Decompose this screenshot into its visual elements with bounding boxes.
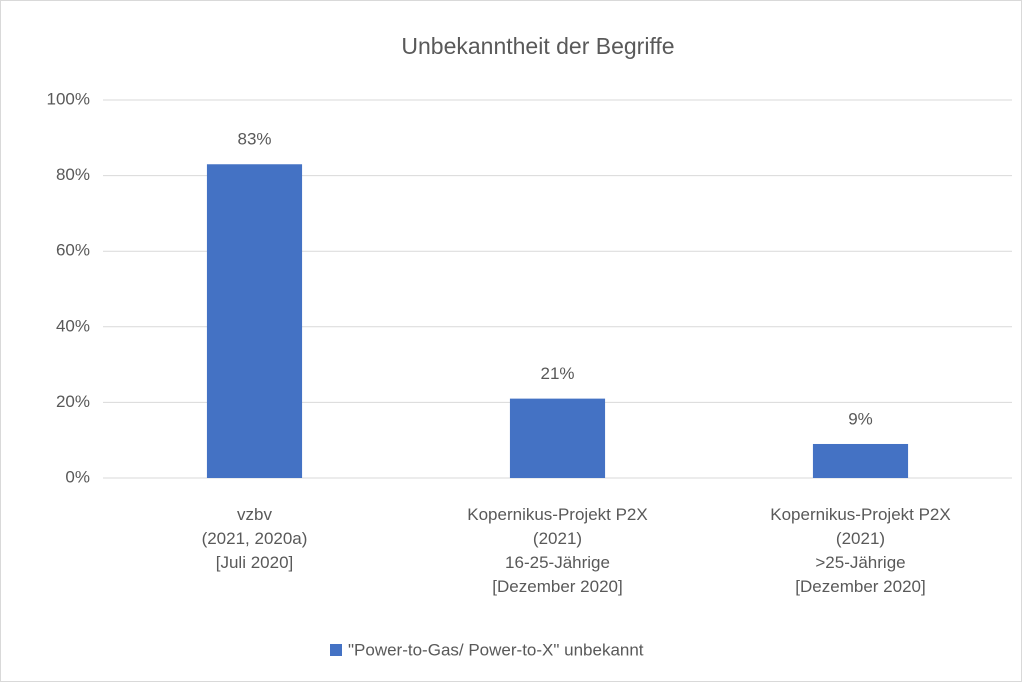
x-tick-label-line: [Dezember 2020]: [492, 577, 622, 596]
x-tick-label-line: (2021): [836, 529, 885, 548]
x-tick-label-line: [Juli 2020]: [216, 553, 294, 572]
y-tick-label: 40%: [56, 316, 90, 335]
x-tick-label-line: >25-Jährige: [815, 553, 905, 572]
data-label: 9%: [848, 409, 873, 428]
bar: [812, 443, 909, 478]
chart-title: Unbekanntheit der Begriffe: [401, 33, 674, 59]
y-tick-label: 100%: [47, 89, 90, 108]
x-tick-label-line: Kopernikus-Projekt P2X: [770, 505, 950, 524]
legend-label: "Power-to-Gas/ Power-to-X" unbekannt: [348, 640, 644, 659]
data-label: 21%: [540, 364, 574, 383]
y-tick-label: 60%: [56, 241, 90, 260]
x-tick-label-line: (2021, 2020a): [202, 529, 308, 548]
x-tick-label-line: [Dezember 2020]: [795, 577, 925, 596]
x-tick-label: Kopernikus-Projekt P2X (2021) >25-Jährige […: [770, 505, 950, 596]
x-tick-label-line: 16-25-Jährige: [505, 553, 610, 572]
x-tick-label: vzbv (2021, 2020a) [Juli 2020]: [202, 505, 308, 572]
y-tick-label: 80%: [56, 165, 90, 184]
x-tick-label-line: (2021): [533, 529, 582, 548]
bar: [206, 164, 303, 478]
bar: [509, 398, 606, 478]
x-tick-label: Kopernikus-Projekt P2X (2021) 16-25-Jährig…: [467, 505, 647, 596]
y-tick-label: 0%: [65, 467, 90, 486]
x-tick-label-line: Kopernikus-Projekt P2X: [467, 505, 647, 524]
y-tick-label: 20%: [56, 392, 90, 411]
legend-swatch: [330, 644, 342, 656]
data-label: 83%: [237, 130, 271, 149]
x-tick-label-line: vzbv: [237, 505, 272, 524]
